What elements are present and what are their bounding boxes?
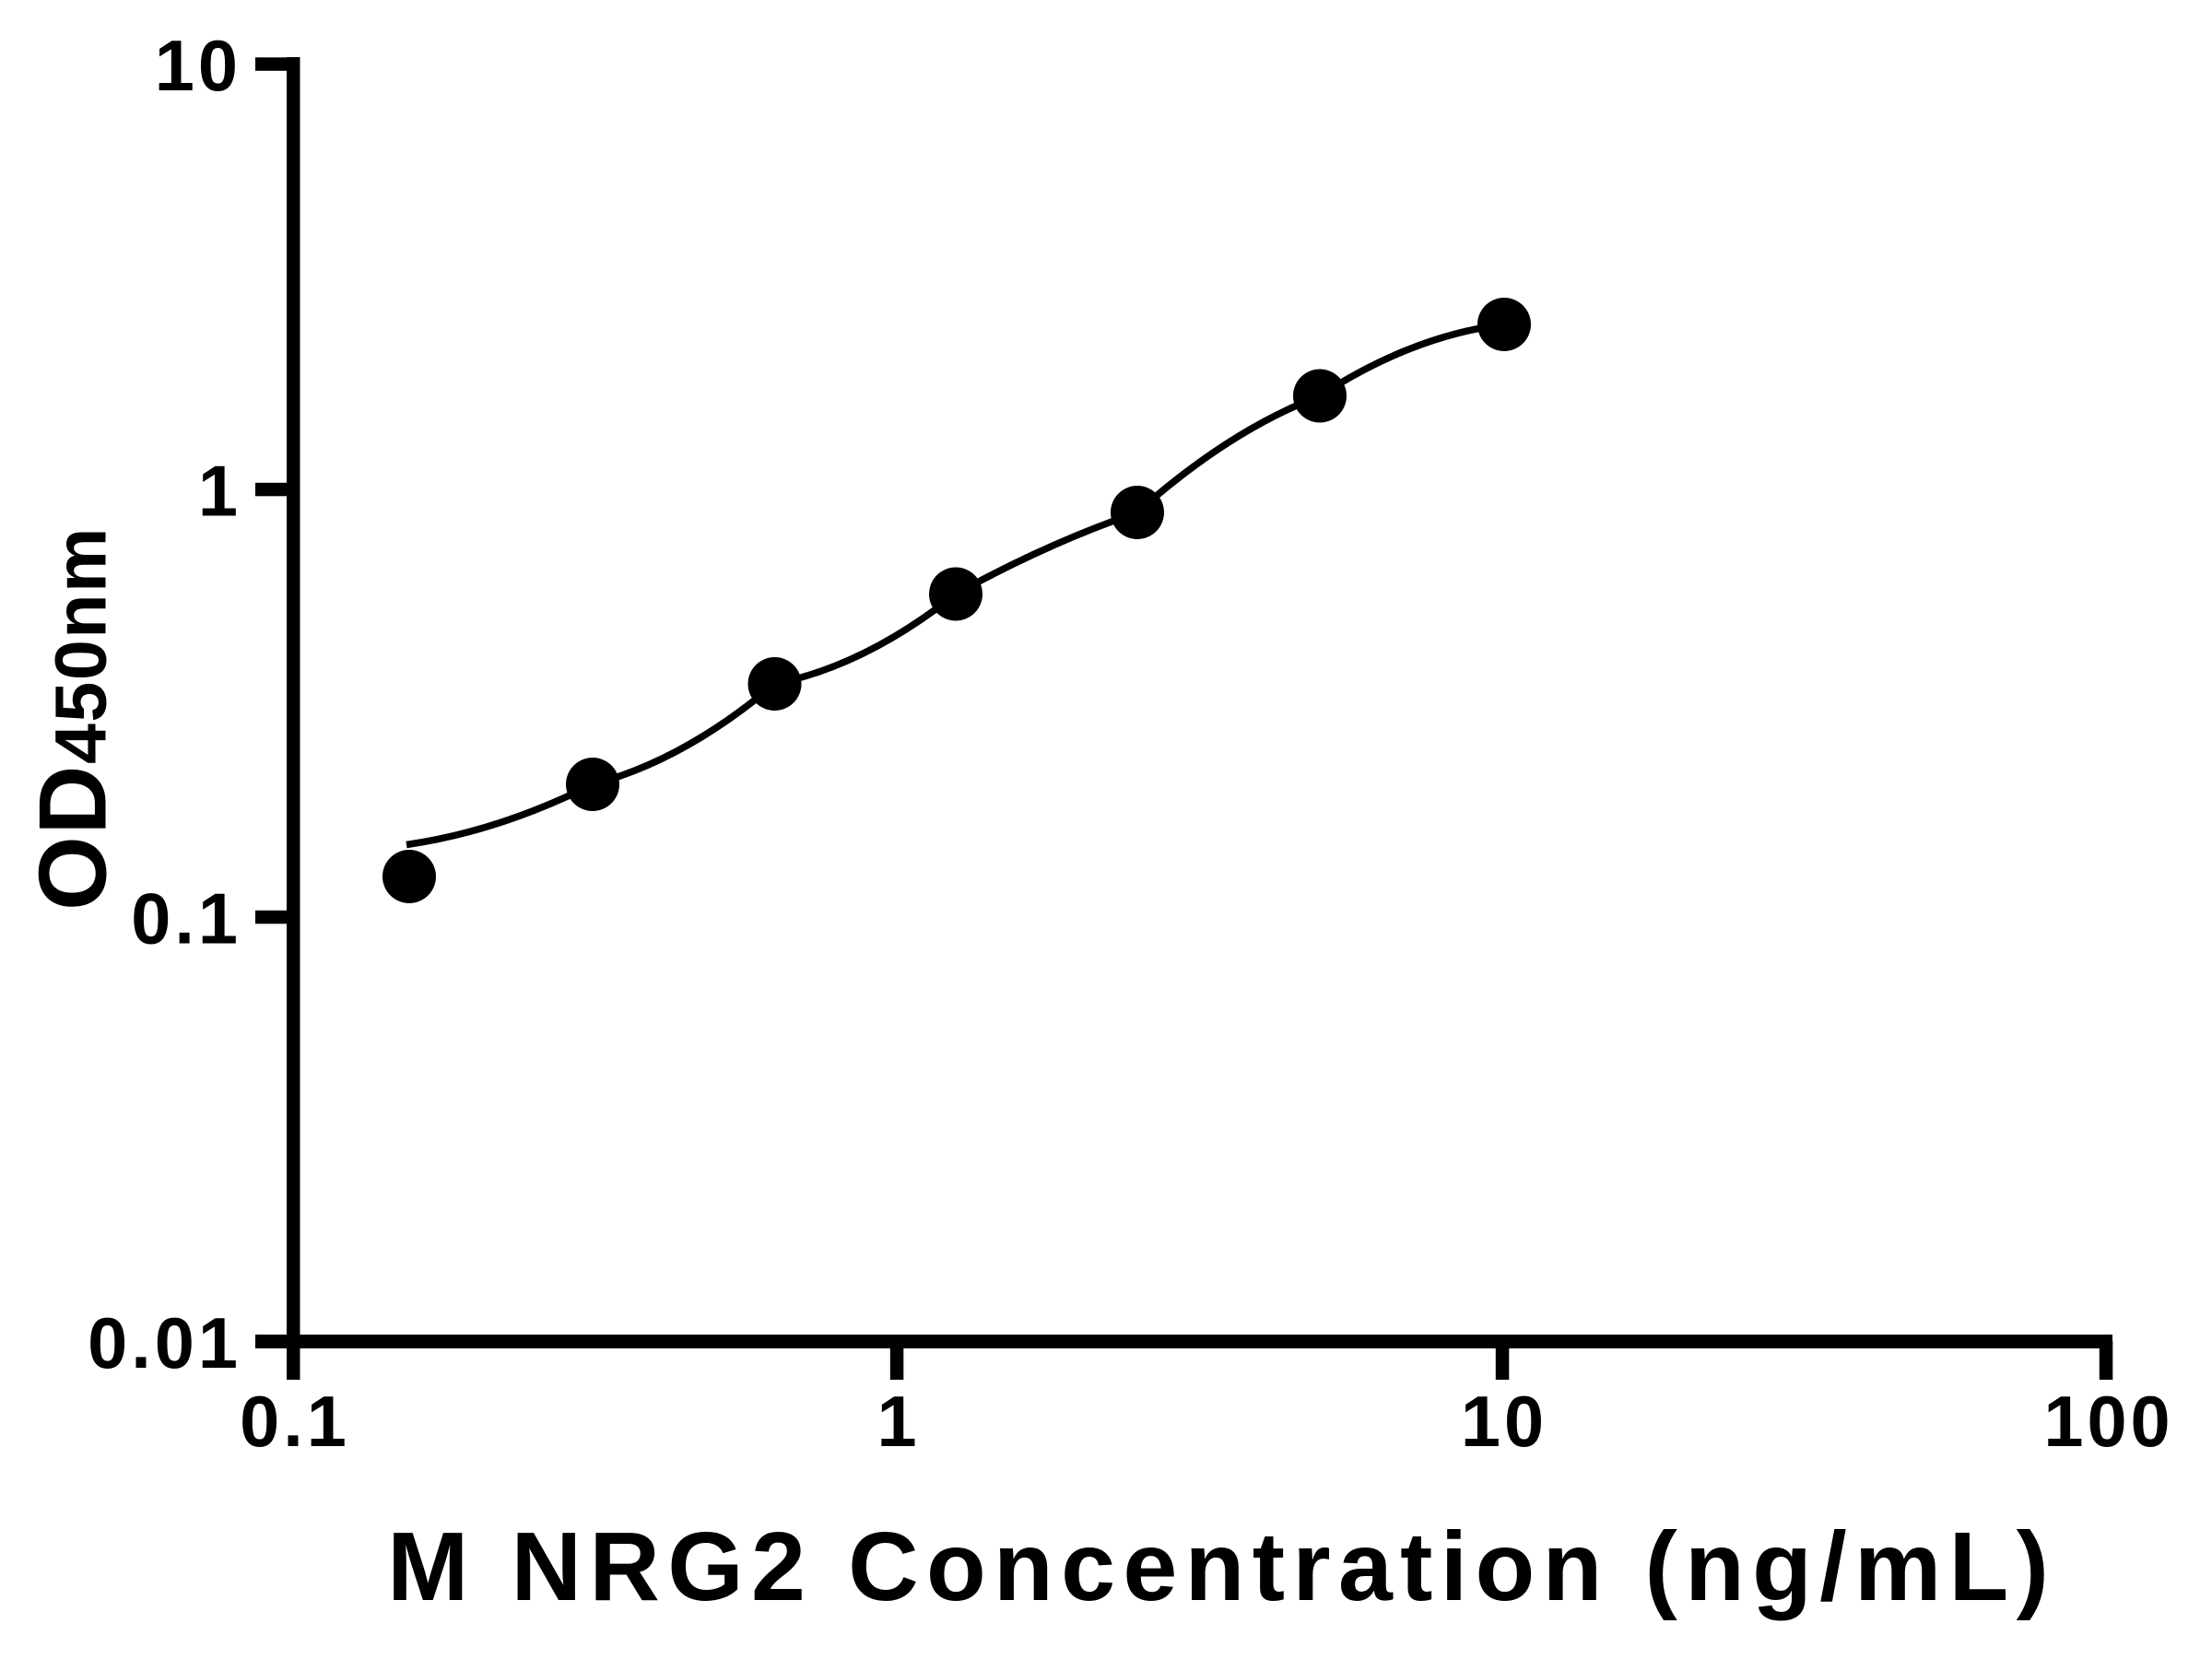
svg-text:1: 1: [877, 1382, 920, 1462]
svg-text:0.01: 0.01: [88, 1304, 241, 1383]
svg-text:1: 1: [198, 452, 241, 531]
svg-text:10: 10: [1461, 1382, 1547, 1462]
svg-text:100: 100: [2043, 1382, 2173, 1462]
svg-text:0.1: 0.1: [240, 1382, 350, 1462]
svg-text:M NRG2 Concentration (ng/mL): M NRG2 Concentration (ng/mL): [387, 1512, 2056, 1621]
svg-text:0.1: 0.1: [131, 879, 241, 959]
svg-text:10: 10: [155, 27, 241, 106]
